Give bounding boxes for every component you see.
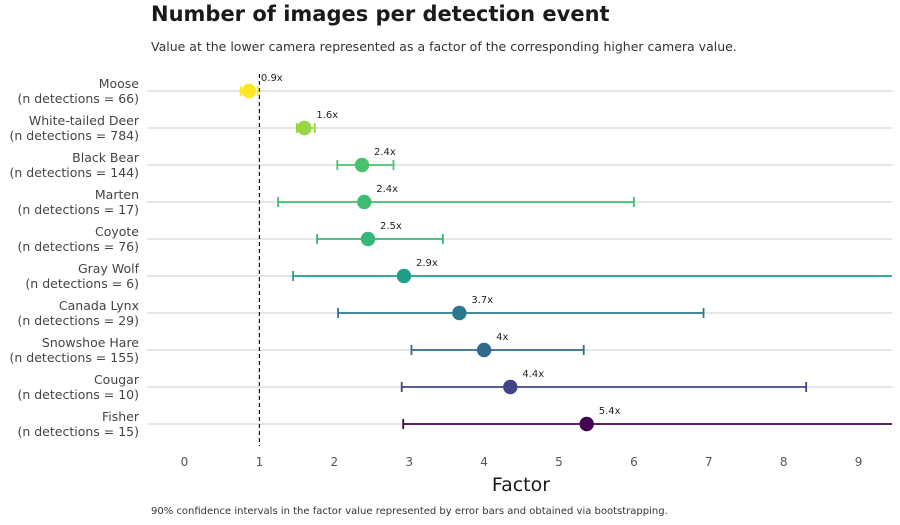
- value-label: 1.6x: [316, 110, 338, 121]
- detections-label: (n detections = 17): [17, 202, 139, 217]
- data-point: [241, 83, 257, 99]
- data-point: [503, 379, 518, 395]
- data-point: [476, 342, 492, 358]
- data-point: [357, 194, 372, 210]
- detections-label: (n detections = 10): [17, 387, 139, 402]
- x-tick-label: 1: [256, 455, 264, 469]
- data-point: [297, 120, 312, 136]
- x-tick-label: 5: [555, 455, 563, 469]
- x-tick-label: 2: [330, 455, 338, 469]
- points: [241, 83, 594, 432]
- detections-label: (n detections = 66): [17, 91, 139, 106]
- species-label: Fisher: [102, 409, 140, 424]
- species-label: Moose: [99, 76, 140, 91]
- x-tick-label: 0: [181, 455, 189, 469]
- value-label: 2.9x: [416, 258, 438, 269]
- value-label: 4x: [496, 332, 508, 343]
- data-point: [579, 416, 594, 432]
- x-axis-title: Factor: [492, 474, 550, 496]
- species-label: Cougar: [94, 372, 140, 387]
- value-label: 3.7x: [471, 295, 493, 306]
- data-point: [396, 268, 412, 284]
- error-bars: [239, 86, 892, 429]
- detections-label: (n detections = 76): [17, 239, 139, 254]
- chart-subtitle: Value at the lower camera represented as…: [151, 39, 737, 54]
- grid-lines: [147, 90, 892, 425]
- data-point: [452, 305, 467, 321]
- value-labels: 0.9x 1.6x 2.4x 2.4x 2.5x 2.9x 3.7x 4x 4.4x 5.4x: [261, 73, 621, 417]
- value-label: 2.5x: [380, 221, 402, 232]
- species-label: Gray Wolf: [78, 261, 140, 276]
- value-label: 4.4x: [522, 369, 544, 380]
- x-tick-label: 9: [855, 455, 863, 469]
- species-label: Coyote: [95, 224, 139, 239]
- x-tick-label: 3: [405, 455, 413, 469]
- detections-label: (n detections = 144): [10, 165, 139, 180]
- species-label: Marten: [95, 187, 139, 202]
- chart-title: Number of images per detection event: [151, 2, 610, 26]
- chart-caption: 90% confidence intervals in the factor v…: [151, 506, 668, 517]
- value-label: 2.4x: [376, 184, 398, 195]
- detections-label: (n detections = 15): [17, 424, 139, 439]
- detections-label: (n detections = 155): [10, 350, 139, 365]
- y-axis-labels: Moose(n detections = 66) White-tailed Dee…: [10, 76, 140, 439]
- detections-label: (n detections = 6): [25, 276, 139, 291]
- x-tick-label: 4: [480, 455, 488, 469]
- detections-label: (n detections = 29): [17, 313, 139, 328]
- species-label: Canada Lynx: [59, 298, 139, 313]
- x-tick-label: 6: [630, 455, 638, 469]
- species-label: Snowshoe Hare: [42, 335, 139, 350]
- x-axis-ticks: 0 1 2 3 4 5 6 7 8 9: [181, 455, 863, 469]
- species-label: Black Bear: [72, 150, 140, 165]
- value-label: 0.9x: [261, 73, 283, 84]
- data-point: [354, 157, 370, 173]
- detections-label: (n detections = 784): [10, 128, 139, 143]
- x-tick-label: 8: [780, 455, 788, 469]
- value-label: 2.4x: [374, 147, 396, 158]
- species-label: White-tailed Deer: [29, 113, 140, 128]
- x-tick-label: 7: [705, 455, 713, 469]
- data-point: [360, 231, 376, 247]
- value-label: 5.4x: [599, 406, 621, 417]
